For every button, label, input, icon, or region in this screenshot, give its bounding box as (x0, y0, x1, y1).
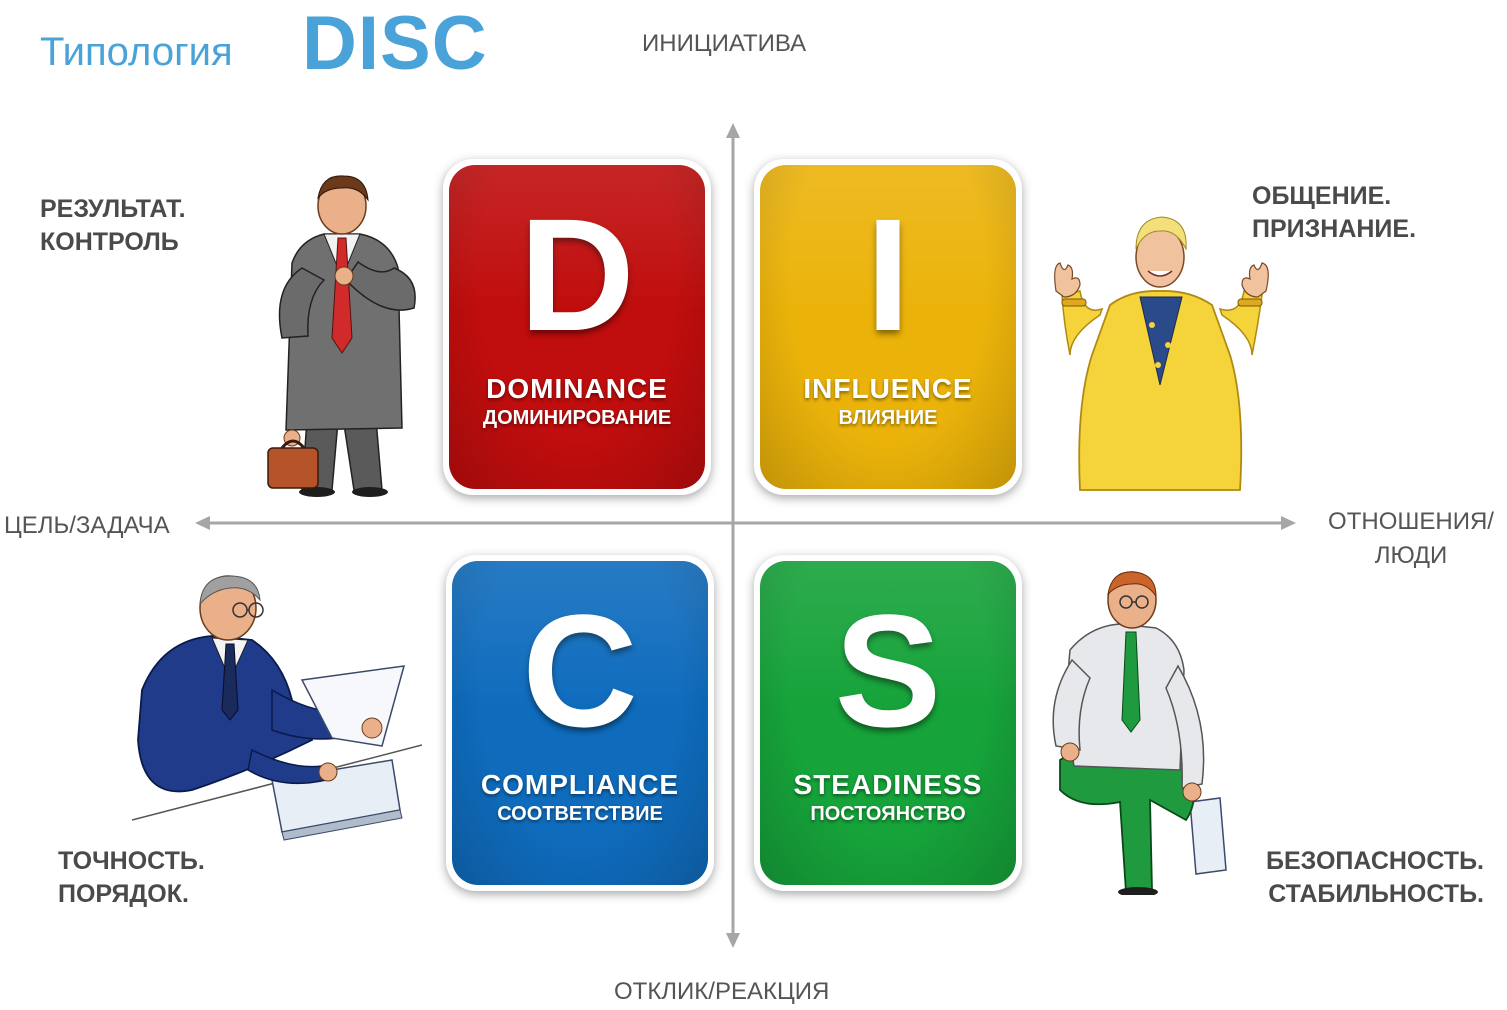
title-accent: DISC (302, 1, 488, 86)
quadrant-d-letter: D (519, 185, 635, 364)
quadrant-i-name: INFLUENCE (803, 373, 973, 404)
quadrant-c-face: C COMPLIANCE СООТВЕТСТВИЕ (452, 561, 708, 885)
axis-label-left: ЦЕЛЬ/ЗАДАЧА (4, 512, 170, 539)
axis-label-right: ОТНОШЕНИЯ/ ЛЮДИ (1316, 505, 1506, 573)
quadrant-i-face: I INFLUENCE ВЛИЯНИЕ (760, 165, 1016, 489)
trait-i-line1: ОБЩЕНИЕ. (1252, 182, 1392, 210)
title-main: Типология (40, 30, 233, 74)
businessman-checking-watch-illustration (267, 175, 416, 497)
trait-i-line2: ПРИЗНАНИЕ. (1252, 215, 1417, 243)
trait-s-line1: БЕЗОПАСНОСТЬ. (1266, 847, 1484, 875)
trait-c-line1: ТОЧНОСТЬ. (58, 847, 205, 875)
trait-d: РЕЗУЛЬТАТ. КОНТРОЛЬ (40, 193, 186, 259)
quadrant-i-subtitle: ВЛИЯНИЕ (838, 407, 938, 429)
quadrant-d-name: DOMINANCE (486, 373, 668, 404)
trait-d-line2: КОНТРОЛЬ (40, 228, 179, 256)
man-reading-documents-illustration (132, 575, 422, 841)
arrow-right-icon (1281, 516, 1296, 530)
quadrant-i-card: I INFLUENCE ВЛИЯНИЕ (754, 159, 1022, 495)
axis-label-right-line1: ОТНОШЕНИЯ/ (1328, 508, 1494, 535)
quadrant-c-card: C COMPLIANCE СООТВЕТСТВИЕ (446, 555, 714, 891)
quadrant-i-letter: I (865, 185, 911, 364)
trait-i: ОБЩЕНИЕ. ПРИЗНАНИЕ. (1252, 180, 1416, 246)
quadrant-c-letter: C (522, 581, 638, 760)
arrow-up-icon (726, 123, 740, 138)
axis-label-right-line2: ЛЮДИ (1374, 542, 1448, 569)
axis-label-top: ИНИЦИАТИВА (642, 30, 807, 57)
trait-d-line1: РЕЗУЛЬТАТ. (40, 195, 186, 223)
woman-yellow-jacket-illustration (1054, 216, 1269, 491)
trait-c: ТОЧНОСТЬ. ПОРЯДОК. (58, 845, 205, 911)
trait-s: БЕЗОПАСНОСТЬ. СТАБИЛЬНОСТЬ. (1240, 845, 1484, 911)
quadrant-s-letter: S (834, 581, 942, 760)
quadrant-s-name: STEADINESS (793, 769, 983, 800)
quadrant-d-face: D DOMINANCE ДОМИНИРОВАНИЕ (449, 165, 705, 489)
quadrant-c-name: COMPLIANCE (480, 769, 680, 800)
seated-man-green-tie-illustration (1052, 571, 1227, 895)
arrow-down-icon (726, 933, 740, 948)
axis-label-bottom: ОТКЛИК/РЕАКЦИЯ (614, 978, 830, 1005)
quadrant-s-face: S STEADINESS ПОСТОЯНСТВО (760, 561, 1016, 885)
quadrant-d-card: D DOMINANCE ДОМИНИРОВАНИЕ (443, 159, 711, 495)
trait-s-line2: СТАБИЛЬНОСТЬ. (1268, 880, 1484, 908)
quadrant-d-subtitle: ДОМИНИРОВАНИЕ (482, 407, 672, 429)
quadrant-c-subtitle: СООТВЕТСТВИЕ (497, 803, 663, 825)
quadrant-s-card: S STEADINESS ПОСТОЯНСТВО (754, 555, 1022, 891)
arrow-left-icon (195, 516, 210, 530)
trait-c-line2: ПОРЯДОК. (58, 880, 189, 908)
quadrant-s-subtitle: ПОСТОЯНСТВО (810, 803, 966, 825)
